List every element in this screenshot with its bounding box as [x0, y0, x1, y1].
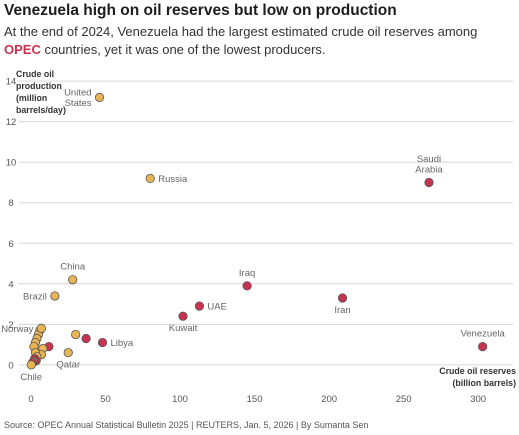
data-point-iran: [337, 293, 348, 303]
point-label-libya: Libya: [111, 338, 134, 349]
data-point-iraq: [242, 281, 252, 291]
x-axis-label-line-1: Crude oil reserves: [439, 366, 516, 376]
data-point-qatar: [63, 348, 73, 358]
data-point-kuwait: [178, 311, 188, 321]
point-label-brazil: Brazil: [23, 291, 47, 302]
data-point-chile: [26, 360, 36, 370]
point-label-iran: Iran: [334, 305, 350, 316]
y-axis-label-line-3: (million: [16, 93, 47, 103]
subtitle-text-2: countries, yet it was one of the lowest …: [40, 42, 326, 57]
data-point-2: [81, 333, 91, 344]
data-point-saudi-arabia: [424, 177, 434, 188]
point-label-russia: Russia: [158, 174, 188, 185]
x-tick-label-100: 100: [172, 394, 188, 405]
data-point-1: [71, 329, 81, 340]
x-tick-label-0: 0: [28, 394, 33, 405]
opec-highlight: OPEC: [4, 42, 41, 57]
point-label-uae: UAE: [207, 302, 227, 313]
data-point-venezuela: [478, 342, 488, 352]
point-label-kuwait: Kuwait: [169, 323, 198, 334]
x-tick-label-150: 150: [247, 394, 263, 405]
y-tick-label-10: 10: [6, 158, 17, 169]
y-axis-label-line-1: Crude oil: [16, 69, 54, 79]
x-tick-label-250: 250: [396, 394, 412, 405]
data-point-norway: [36, 323, 46, 333]
x-tick-label-300: 300: [470, 394, 486, 405]
point-label-saudi-arabia-1: Saudi: [417, 154, 441, 165]
y-axis-label-line-2: production: [16, 81, 62, 91]
subtitle-text-1: At the end of 2024, Venezuela had the la…: [4, 24, 478, 39]
point-label-saudi-arabia-2: Arabia: [415, 164, 443, 175]
y-axis-label-line-4: barrels/day): [16, 105, 66, 115]
source-note: Source: OPEC Annual Statistical Bulletin…: [4, 420, 369, 430]
y-tick-label-0: 0: [8, 360, 13, 371]
point-label-china: China: [60, 262, 86, 273]
point-label-norway: Norway: [1, 324, 33, 335]
y-tick-label-14: 14: [6, 77, 17, 88]
data-point-uae: [194, 301, 205, 311]
y-tick-label-2: 2: [8, 320, 13, 331]
x-axis-label-line-2: (billion barrels): [452, 378, 516, 388]
data-point-united-states: [94, 92, 105, 102]
chart-title: Venezuela high on oil reserves but low o…: [4, 2, 397, 19]
point-label-chile: Chile: [20, 372, 42, 383]
data-point-brazil: [50, 291, 60, 301]
point-label-iraq: Iraq: [239, 268, 255, 279]
y-tick-label-8: 8: [8, 198, 13, 209]
point-label-united-states-2: States: [65, 98, 92, 109]
y-tick-label-6: 6: [8, 239, 13, 250]
chart-subtitle: At the end of 2024, Venezuela had the la…: [4, 23, 516, 59]
y-tick-label-12: 12: [6, 117, 17, 128]
point-label-united-states-1: United: [64, 88, 91, 99]
x-tick-label-50: 50: [100, 394, 111, 405]
data-point-libya: [97, 337, 108, 348]
data-point-russia: [145, 173, 155, 184]
data-point-china: [68, 275, 78, 285]
y-tick-label-4: 4: [8, 279, 13, 290]
point-label-qatar: Qatar: [56, 360, 80, 371]
point-label-venezuela: Venezuela: [460, 329, 505, 340]
x-tick-label-200: 200: [321, 394, 337, 405]
